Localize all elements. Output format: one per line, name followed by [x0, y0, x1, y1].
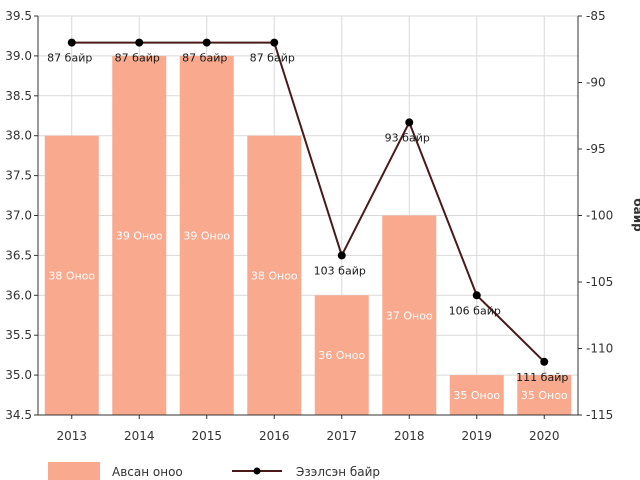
left-tick-label: 36.0: [5, 288, 32, 302]
rank-point: [472, 291, 481, 300]
bar-value-label: 38 Оноо: [48, 269, 95, 282]
right-tick-label: -85: [586, 9, 606, 23]
left-tick-label: 39.5: [5, 9, 32, 23]
bar: [314, 295, 369, 415]
bar-series: [44, 55, 572, 416]
bar-value-label: 35 Оноо: [521, 389, 568, 402]
rank-point: [202, 38, 211, 47]
legend: Авсан оноо Эзэлсэн байр: [48, 462, 380, 480]
x-tick-label: 2018: [394, 429, 425, 443]
tick-labels: 34.5 35.0 35.5 36.0 36.5 37.0 37.5 38.0 38.5 39.0…: [5, 9, 613, 443]
data-labels: 38 Оноо 39 Оноо 39 Оноо 38 Оноо 36 Оноо 37 Он…: [47, 52, 568, 402]
left-tick-label: 38.5: [5, 89, 32, 103]
bar: [179, 55, 234, 416]
rank-value-label: 103 байр: [314, 264, 366, 277]
x-tick-label: 2016: [259, 429, 290, 443]
rank-value-label: 87 байр: [250, 52, 295, 65]
bar-value-label: 37 Оноо: [386, 309, 433, 322]
rank-value-label: 93 байр: [385, 131, 430, 144]
rank-point: [135, 38, 144, 47]
left-tick-label: 37.5: [5, 169, 32, 183]
rank-point: [67, 38, 76, 47]
right-tick-label: -115: [586, 408, 613, 422]
left-tick-label: 39.0: [5, 49, 32, 63]
rank-point: [405, 118, 414, 127]
rank-point: [270, 38, 279, 47]
x-tick-label: 2019: [461, 429, 492, 443]
left-tick-label: 36.5: [5, 248, 32, 262]
x-tick-label: 2014: [124, 429, 155, 443]
left-tick-label: 34.5: [5, 408, 32, 422]
legend-line-marker: [253, 467, 261, 475]
rank-value-label: 106 байр: [449, 304, 501, 317]
rank-value-label: 87 байр: [182, 52, 227, 65]
bar: [449, 375, 504, 415]
right-tick-label: -105: [586, 275, 613, 289]
x-tick-label: 2013: [56, 429, 87, 443]
bar: [44, 135, 99, 415]
right-axis-title: байр: [631, 198, 640, 232]
legend-bar-label: Авсан оноо: [112, 465, 183, 479]
rank-value-label: 111 байр: [516, 371, 568, 384]
right-tick-label: -110: [586, 342, 613, 356]
bar: [517, 375, 572, 415]
left-tick-label: 37.0: [5, 209, 32, 223]
left-tick-label: 38.0: [5, 129, 32, 143]
legend-bar-swatch: [48, 462, 100, 480]
axes: [34, 15, 582, 419]
line-series: [67, 38, 549, 366]
bar-value-label: 36 Оноо: [318, 349, 365, 362]
x-tick-label: 2015: [191, 429, 222, 443]
bar-value-label: 35 Оноо: [453, 389, 500, 402]
bar-value-label: 38 Оноо: [251, 269, 298, 282]
right-tick-label: -90: [586, 76, 606, 90]
bar: [247, 135, 302, 415]
rank-value-label: 87 байр: [47, 52, 92, 65]
bar-value-label: 39 Оноо: [116, 229, 163, 242]
rank-value-label: 87 байр: [115, 52, 160, 65]
left-tick-label: 35.0: [5, 368, 32, 382]
x-tick-label: 2020: [529, 429, 560, 443]
legend-line-label: Эзэлсэн байр: [296, 465, 380, 479]
bar: [112, 55, 167, 416]
right-tick-label: -95: [586, 142, 606, 156]
x-tick-label: 2017: [326, 429, 357, 443]
bar-value-label: 39 Оноо: [183, 229, 230, 242]
bar: [382, 215, 437, 415]
right-tick-label: -100: [586, 209, 613, 223]
rank-point: [337, 251, 346, 260]
rank-line: [71, 41, 545, 363]
left-tick-label: 35.5: [5, 328, 32, 342]
rank-point: [540, 357, 549, 366]
